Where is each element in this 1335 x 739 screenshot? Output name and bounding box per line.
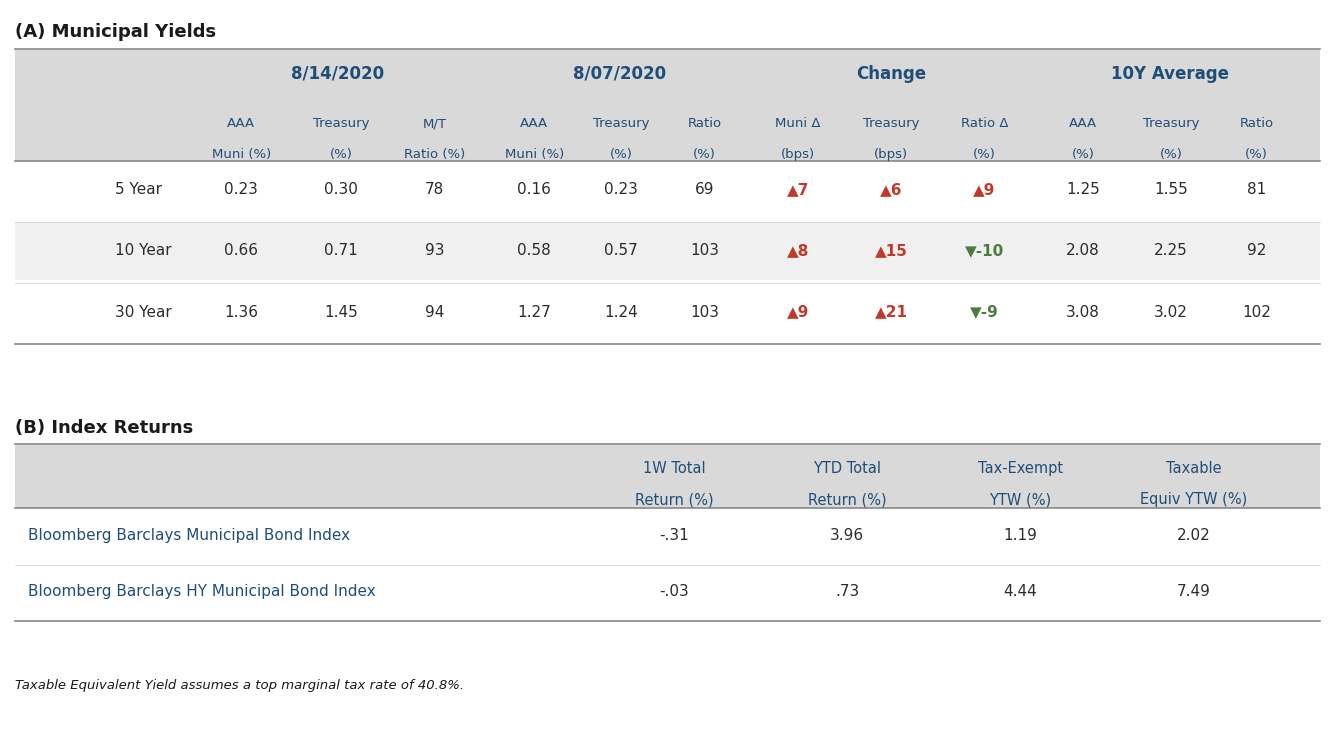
Text: ▲6: ▲6 <box>880 183 902 197</box>
Bar <box>15 160 1320 219</box>
Text: M/T: M/T <box>422 117 446 130</box>
Text: Equiv YTW (%): Equiv YTW (%) <box>1140 492 1247 507</box>
Text: Treasury: Treasury <box>593 117 649 130</box>
Text: ▼-10: ▼-10 <box>965 243 1004 259</box>
Text: 92: 92 <box>1247 243 1266 259</box>
Text: Return (%): Return (%) <box>635 492 713 507</box>
Text: ▼-9: ▼-9 <box>971 304 999 319</box>
Text: -.31: -.31 <box>659 528 689 542</box>
Text: AAA: AAA <box>1069 117 1097 130</box>
Text: (B) Index Returns: (B) Index Returns <box>15 419 194 437</box>
Text: 69: 69 <box>696 183 714 197</box>
Text: 0.23: 0.23 <box>224 183 258 197</box>
Text: Bloomberg Barclays HY Municipal Bond Index: Bloomberg Barclays HY Municipal Bond Ind… <box>28 585 375 599</box>
Text: 93: 93 <box>425 243 445 259</box>
Text: (%): (%) <box>693 148 717 161</box>
Text: 1.24: 1.24 <box>603 304 638 319</box>
Text: 2.25: 2.25 <box>1155 243 1188 259</box>
Text: (%): (%) <box>330 148 352 161</box>
Text: 81: 81 <box>1247 183 1266 197</box>
Text: Ratio Δ: Ratio Δ <box>961 117 1008 130</box>
Bar <box>15 565 1320 619</box>
Bar <box>15 50 1320 175</box>
Text: 0.71: 0.71 <box>324 243 358 259</box>
Text: YTD Total: YTD Total <box>813 461 881 477</box>
Text: (%): (%) <box>1072 148 1095 161</box>
Text: 4.44: 4.44 <box>1004 585 1037 599</box>
Text: Treasury: Treasury <box>1143 117 1199 130</box>
Text: (bps): (bps) <box>781 148 816 161</box>
Text: Muni (%): Muni (%) <box>505 148 563 161</box>
Text: 10Y Average: 10Y Average <box>1111 64 1228 83</box>
Text: (bps): (bps) <box>874 148 908 161</box>
Text: Change: Change <box>856 64 926 83</box>
Text: 30 Year: 30 Year <box>115 304 171 319</box>
Text: 1.36: 1.36 <box>224 304 258 319</box>
Text: 94: 94 <box>425 304 445 319</box>
Text: .73: .73 <box>836 585 860 599</box>
Text: Ratio (%): Ratio (%) <box>403 148 465 161</box>
Text: 78: 78 <box>425 183 445 197</box>
Bar <box>15 222 1320 280</box>
Text: 103: 103 <box>690 304 720 319</box>
Text: 5 Year: 5 Year <box>115 183 162 197</box>
Text: 8/07/2020: 8/07/2020 <box>573 64 666 83</box>
Text: 7.49: 7.49 <box>1176 585 1211 599</box>
Text: Ratio: Ratio <box>688 117 722 130</box>
Text: (%): (%) <box>973 148 996 161</box>
Text: ▲21: ▲21 <box>874 304 908 319</box>
Text: Ratio: Ratio <box>1239 117 1274 130</box>
Text: (%): (%) <box>610 148 633 161</box>
Text: Bloomberg Barclays Municipal Bond Index: Bloomberg Barclays Municipal Bond Index <box>28 528 350 542</box>
Text: Return (%): Return (%) <box>808 492 886 507</box>
Text: 1.45: 1.45 <box>324 304 358 319</box>
Text: 3.96: 3.96 <box>830 528 865 542</box>
Text: AAA: AAA <box>521 117 549 130</box>
Bar <box>15 283 1320 341</box>
Bar <box>15 508 1320 562</box>
Text: ▲15: ▲15 <box>874 243 908 259</box>
Text: 0.23: 0.23 <box>603 183 638 197</box>
Text: 0.58: 0.58 <box>518 243 551 259</box>
Text: 0.16: 0.16 <box>518 183 551 197</box>
Text: -.03: -.03 <box>659 585 689 599</box>
Text: (A) Municipal Yields: (A) Municipal Yields <box>15 24 216 41</box>
Text: YTW (%): YTW (%) <box>989 492 1052 507</box>
Text: 0.30: 0.30 <box>324 183 358 197</box>
Text: 103: 103 <box>690 243 720 259</box>
Text: (%): (%) <box>1160 148 1183 161</box>
Text: Taxable Equivalent Yield assumes a top marginal tax rate of 40.8%.: Taxable Equivalent Yield assumes a top m… <box>15 679 463 692</box>
Text: 1W Total: 1W Total <box>643 461 705 477</box>
Text: 0.57: 0.57 <box>603 243 638 259</box>
Text: 10 Year: 10 Year <box>115 243 171 259</box>
Text: 3.08: 3.08 <box>1067 304 1100 319</box>
Text: (%): (%) <box>1246 148 1268 161</box>
Text: ▲7: ▲7 <box>786 183 809 197</box>
Bar <box>15 446 1320 520</box>
Text: AAA: AAA <box>227 117 255 130</box>
Text: Muni Δ: Muni Δ <box>776 117 821 130</box>
Text: ▲9: ▲9 <box>786 304 809 319</box>
Text: Tax-Exempt: Tax-Exempt <box>979 461 1063 477</box>
Text: 1.25: 1.25 <box>1067 183 1100 197</box>
Text: 3.02: 3.02 <box>1155 304 1188 319</box>
Text: Treasury: Treasury <box>862 117 920 130</box>
Text: 2.08: 2.08 <box>1067 243 1100 259</box>
Text: 2.02: 2.02 <box>1177 528 1211 542</box>
Text: 0.66: 0.66 <box>224 243 258 259</box>
Text: ▲9: ▲9 <box>973 183 996 197</box>
Text: Treasury: Treasury <box>312 117 370 130</box>
Text: 1.19: 1.19 <box>1004 528 1037 542</box>
Text: 1.55: 1.55 <box>1155 183 1188 197</box>
Text: 1.27: 1.27 <box>518 304 551 319</box>
Text: 8/14/2020: 8/14/2020 <box>291 64 384 83</box>
Text: Muni (%): Muni (%) <box>211 148 271 161</box>
Text: Taxable: Taxable <box>1165 461 1222 477</box>
Text: ▲8: ▲8 <box>786 243 809 259</box>
Text: 102: 102 <box>1242 304 1271 319</box>
